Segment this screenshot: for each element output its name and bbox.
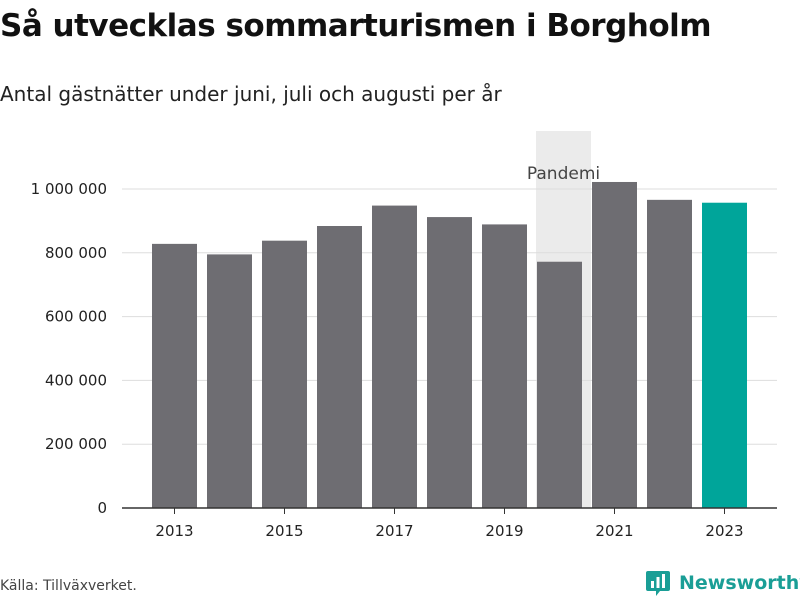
brand-logo: Newsworthy (645, 569, 800, 597)
y-tick-label: 800 000 (45, 244, 107, 262)
bar-2021 (592, 181, 637, 508)
x-tick-label: 2015 (265, 522, 303, 540)
bar-2022 (647, 199, 692, 508)
chart-title: Så utvecklas sommarturismen i Borgholm (0, 8, 712, 44)
y-tick-label: 400 000 (45, 371, 107, 389)
chart-subtitle: Antal gästnätter under juni, juli och au… (0, 82, 502, 106)
bar-2015 (262, 240, 307, 509)
pandemic-annotation-label: Pandemi (527, 164, 600, 184)
x-tick-label: 2017 (375, 522, 413, 540)
bar-2019 (482, 224, 527, 508)
x-tick-label: 2021 (595, 522, 633, 540)
y-tick-label: 200 000 (45, 435, 107, 453)
bars (152, 181, 747, 509)
bar-2017 (372, 205, 417, 508)
tick-labels: 0 200 000 400 000 600 000 800 000 1 000 000 20… (31, 180, 744, 540)
bar-2020 (537, 261, 582, 508)
y-tick-label: 1 000 000 (31, 180, 107, 198)
bar-chart: Pandemi 0 200 000 400 000 600 000 800 000 1 0… (31, 131, 777, 540)
x-tick-label: 2013 (155, 522, 193, 540)
source-note: Källa: Tillväxverket. (0, 578, 137, 594)
x-tick-label: 2019 (485, 522, 523, 540)
y-tick-label: 0 (97, 499, 107, 517)
bar-2016 (317, 226, 362, 508)
bar-2013 (152, 243, 197, 509)
bar-2023 (702, 202, 747, 509)
brand-name: Newsworthy (679, 572, 800, 594)
axes (122, 507, 777, 514)
y-tick-label: 600 000 (45, 308, 107, 326)
bar-2014 (207, 254, 252, 508)
x-tick-label: 2023 (705, 522, 743, 540)
newsworthy-logo-icon (646, 571, 670, 596)
bar-2018 (427, 217, 472, 508)
